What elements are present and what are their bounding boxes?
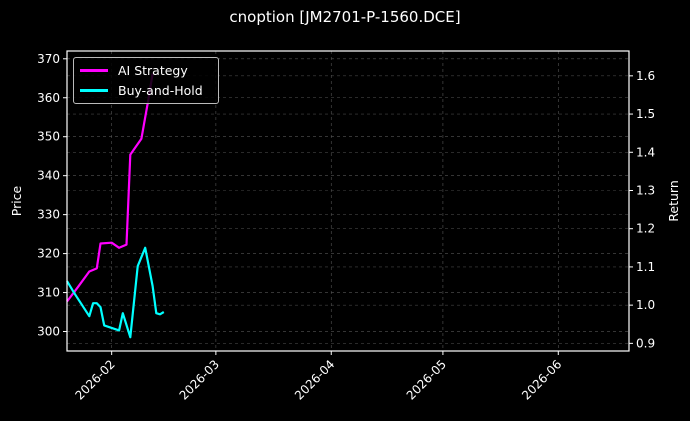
legend-item-ai-strategy: AI Strategy bbox=[80, 61, 188, 79]
svg-text:2026-03: 2026-03 bbox=[177, 357, 222, 402]
svg-text:340: 340 bbox=[37, 169, 60, 183]
svg-text:360: 360 bbox=[37, 91, 60, 105]
legend: AI Strategy Buy-and-Hold bbox=[73, 57, 219, 104]
svg-text:1.5: 1.5 bbox=[636, 107, 655, 121]
svg-text:2026-06: 2026-06 bbox=[519, 357, 564, 402]
svg-text:2026-05: 2026-05 bbox=[404, 357, 449, 402]
y-axis-label-right: Return bbox=[666, 180, 681, 221]
svg-text:370: 370 bbox=[37, 52, 60, 66]
svg-text:320: 320 bbox=[37, 247, 60, 261]
svg-text:300: 300 bbox=[37, 325, 60, 339]
svg-text:330: 330 bbox=[37, 208, 60, 222]
plot-frame bbox=[66, 50, 630, 352]
y-axis-label-left: Price bbox=[9, 185, 24, 216]
svg-text:1.1: 1.1 bbox=[636, 260, 655, 274]
x-axis-ticks: 2026-02 2026-03 2026-04 2026-05 2026-06 bbox=[72, 351, 564, 403]
svg-text:0.9: 0.9 bbox=[636, 336, 655, 350]
svg-text:310: 310 bbox=[37, 286, 60, 300]
legend-label: Buy-and-Hold bbox=[118, 82, 203, 98]
svg-text:2026-02: 2026-02 bbox=[72, 357, 117, 402]
svg-text:1.4: 1.4 bbox=[636, 145, 655, 159]
legend-item-buy-and-hold: Buy-and-Hold bbox=[80, 81, 203, 99]
gridlines bbox=[67, 51, 629, 351]
series-line bbox=[66, 73, 154, 303]
data-lines bbox=[66, 73, 165, 339]
svg-text:2026-04: 2026-04 bbox=[292, 357, 337, 402]
svg-text:350: 350 bbox=[37, 130, 60, 144]
legend-label: AI Strategy bbox=[118, 62, 188, 78]
series-line bbox=[66, 246, 165, 339]
left-axis-ticks: 300 310 320 330 340 350 360 370 bbox=[37, 52, 67, 339]
svg-text:1.2: 1.2 bbox=[636, 222, 655, 236]
chart-title: cnoption [JM2701-P-1560.DCE] bbox=[229, 8, 461, 26]
right-axis-ticks: 0.9 1.0 1.1 1.2 1.3 1.4 1.5 1.6 bbox=[629, 69, 655, 350]
legend-swatch-magenta-icon bbox=[80, 68, 108, 72]
svg-text:1.6: 1.6 bbox=[636, 69, 655, 83]
svg-text:1.3: 1.3 bbox=[636, 183, 655, 197]
svg-text:1.0: 1.0 bbox=[636, 298, 655, 312]
legend-swatch-cyan-icon bbox=[80, 88, 108, 92]
